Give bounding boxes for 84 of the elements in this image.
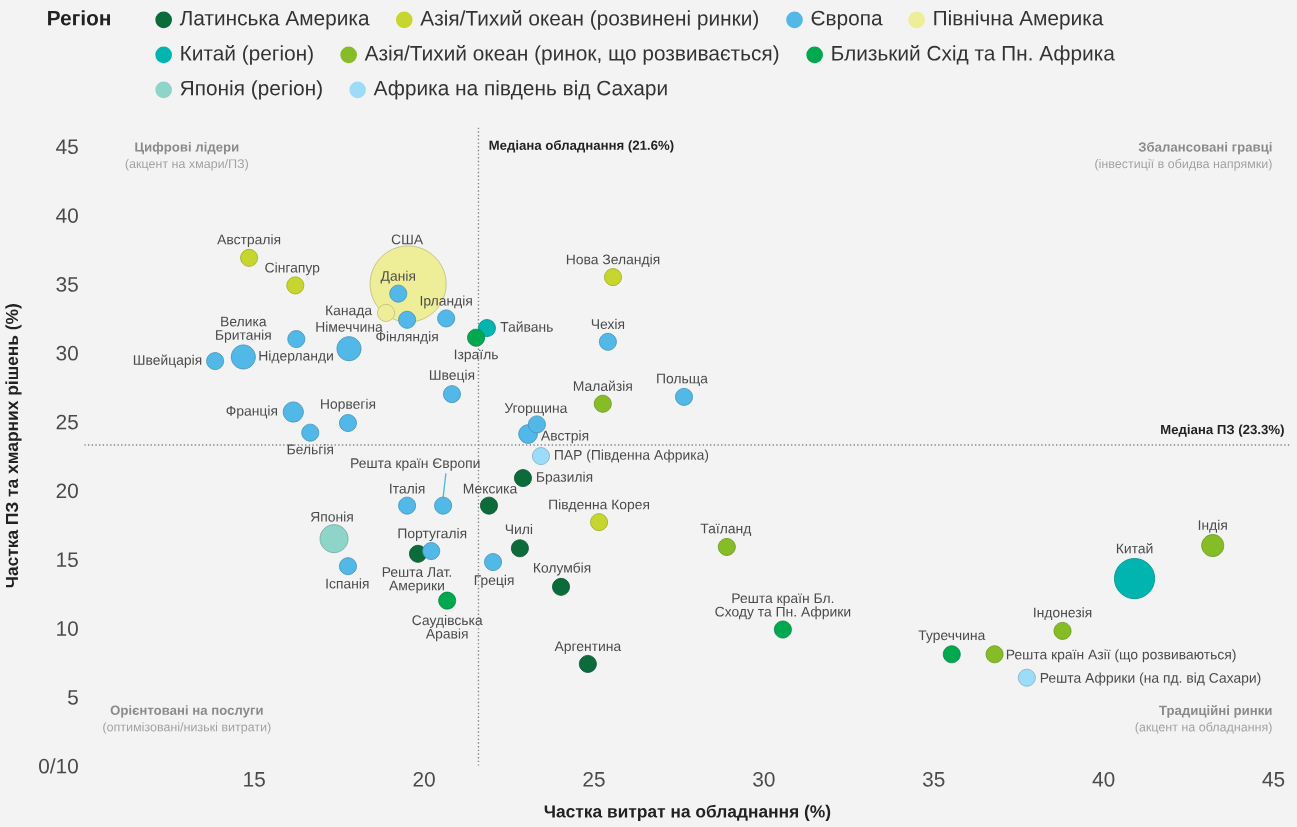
data-label: Нова Зеландія bbox=[566, 254, 660, 267]
data-label: Франція bbox=[226, 405, 278, 419]
x-axis-title: Частка витрат на обладнання (%) bbox=[544, 804, 831, 821]
data-label: Аргентина bbox=[554, 641, 622, 654]
legend-label: Азія/Тихий океан (розвинені ринки) bbox=[420, 9, 759, 30]
data-label: Греція bbox=[474, 574, 514, 588]
data-label: Індонезія bbox=[1034, 607, 1092, 621]
annotation: Цифрові лідери bbox=[135, 141, 239, 155]
y-tick-label: 30 bbox=[56, 345, 78, 361]
ref-line-label: Медіана ПЗ (23.3%) bbox=[1161, 424, 1284, 437]
x-tick-label: 30 bbox=[753, 771, 775, 787]
data-label: Південна Корея bbox=[549, 499, 650, 513]
data-label: Решта Лат. Америки bbox=[382, 567, 451, 594]
y-tick-label: 40 bbox=[56, 208, 78, 223]
legend-label: Європа bbox=[811, 10, 883, 30]
legend-label: Близький Схід та Пн. Африка bbox=[832, 44, 1115, 65]
data-label: Австралія bbox=[217, 234, 281, 248]
data-label: Бельгія bbox=[287, 444, 333, 455]
annotation: (акцент на обладнання) bbox=[1135, 722, 1272, 734]
data-label: Туреччина bbox=[918, 630, 986, 643]
y-tick-label: 15 bbox=[57, 552, 78, 568]
data-label: Нідерланди bbox=[259, 350, 333, 364]
y-tick-label: 5 bbox=[68, 690, 78, 705]
data-label: Канада bbox=[326, 305, 373, 318]
y-tick-label: 0/10 bbox=[39, 758, 78, 774]
data-label: Швеція bbox=[429, 369, 475, 383]
annotation: (оптимізовані/низькі витрати) bbox=[103, 722, 271, 734]
data-label: США bbox=[391, 234, 424, 245]
legend-label: Північна Америка bbox=[934, 10, 1104, 30]
x-tick-label: 15 bbox=[244, 772, 265, 787]
data-label: Швейцарія bbox=[133, 354, 202, 368]
data-label: Саудівська Аравія bbox=[412, 614, 483, 642]
annotation: Збалансовані гравці bbox=[1138, 141, 1272, 155]
annotation: Традиційні ринки bbox=[1159, 705, 1272, 718]
data-label: Бразилія bbox=[537, 471, 593, 485]
x-tick-label: 20 bbox=[413, 771, 435, 787]
x-tick-label: 35 bbox=[922, 771, 945, 787]
data-label: Індія bbox=[1198, 519, 1227, 533]
y-tick-label: 35 bbox=[56, 277, 78, 292]
legend-label: Японія (регіон) bbox=[180, 80, 322, 100]
legend-label: Азія/Тихий океан (ринок, що розвивається) bbox=[364, 44, 779, 65]
annotation: (інвестиції в обидва напрямки) bbox=[1095, 158, 1272, 171]
data-label: Таїланд bbox=[700, 523, 752, 537]
data-label: Решта країн Європи bbox=[351, 458, 480, 471]
data-label: Ізраїль bbox=[454, 349, 498, 363]
data-label: Колумбія bbox=[534, 562, 591, 576]
data-label: Велика Британія bbox=[216, 316, 271, 343]
data-label: Польща bbox=[657, 373, 708, 387]
data-label: Фінляндія bbox=[376, 331, 438, 345]
data-label: Іспанія bbox=[326, 578, 369, 589]
x-tick-label: 25 bbox=[583, 771, 605, 787]
data-label: Решта країн Бл. Сходу та Пн. Африки bbox=[715, 593, 851, 620]
data-label: Італія bbox=[390, 483, 425, 494]
data-label: Данія bbox=[380, 270, 415, 284]
y-tick-label: 20 bbox=[56, 483, 78, 499]
data-label: Сінгапур bbox=[265, 262, 320, 276]
data-label: Малайзія bbox=[573, 380, 632, 391]
data-label: Японія bbox=[310, 511, 353, 522]
ref-line-label: Медіана обладнання (21.6%) bbox=[489, 140, 674, 153]
data-label: Угорщина bbox=[504, 403, 568, 416]
y-axis-title: Частка ПЗ та хмарних рішень (%) bbox=[5, 304, 22, 588]
data-label: Тайвань bbox=[500, 321, 553, 332]
data-label: Португалія bbox=[398, 528, 467, 542]
legend-label: Африка на південь від Сахари bbox=[373, 80, 667, 100]
y-tick-label: 45 bbox=[56, 139, 78, 155]
data-label: Австрія bbox=[540, 430, 589, 444]
data-label: Німеччина bbox=[316, 321, 383, 332]
data-label: ПАР (Південна Африка) bbox=[555, 449, 709, 463]
annotation: Орієнтовані на послуги bbox=[110, 705, 263, 718]
y-tick-label: 10 bbox=[57, 621, 78, 636]
data-label: Норвегія bbox=[321, 398, 376, 412]
data-label: Китай bbox=[1116, 542, 1153, 554]
annotation: (акцент на хмари/ПЗ) bbox=[125, 158, 248, 171]
legend-label: Китай (регіон) bbox=[181, 44, 313, 65]
y-tick-label: 25 bbox=[56, 414, 78, 430]
data-label: Чилі bbox=[505, 523, 533, 535]
x-tick-label: 45 bbox=[1262, 772, 1285, 787]
data-label: Мексика bbox=[463, 483, 518, 494]
legend-label: Латинська Америка bbox=[179, 10, 370, 30]
data-label: Чехія bbox=[591, 318, 625, 330]
data-label: Решта країн Азії (що розвиваються) bbox=[1006, 649, 1236, 663]
x-tick-label: 40 bbox=[1092, 771, 1115, 787]
legend-title: Регіон bbox=[48, 10, 110, 26]
data-label: Решта Африки (на пд. від Сахари) bbox=[1040, 672, 1261, 686]
